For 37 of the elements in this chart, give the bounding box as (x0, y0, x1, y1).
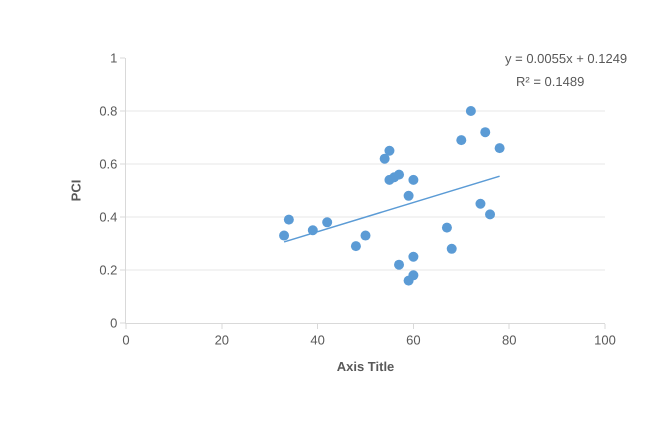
y-tick-label: 0.8 (99, 104, 118, 119)
y-tick-label: 0 (110, 316, 118, 331)
point (394, 260, 404, 270)
point (456, 135, 466, 146)
point (408, 174, 418, 185)
x-tick-label: 100 (594, 332, 616, 348)
x-tick-label: 60 (406, 332, 421, 348)
point (485, 209, 496, 220)
point (494, 143, 505, 154)
point (284, 214, 294, 225)
point (350, 241, 361, 252)
x-axis-title: Axis Title (336, 359, 394, 374)
point (408, 252, 418, 262)
point (466, 106, 476, 116)
point (404, 190, 414, 201)
point (322, 217, 332, 228)
y-tick-label: 0.2 (99, 262, 118, 278)
point (380, 154, 390, 164)
point (384, 146, 394, 156)
annotation: R² = 0.1489 (516, 74, 584, 89)
point (408, 270, 418, 280)
point (480, 127, 490, 138)
y-tick-label: 0.4 (99, 210, 118, 225)
point (446, 244, 457, 254)
point (475, 198, 486, 209)
y-tick-label: 1 (110, 50, 118, 66)
x-tick-label: 20 (214, 332, 230, 348)
x-tick-label: 40 (310, 332, 325, 348)
point (442, 222, 452, 233)
y-tick-label: 0.6 (99, 156, 118, 172)
annotation: y = 0.0055x + 0.1249 (505, 51, 628, 66)
point (279, 230, 290, 241)
x-tick-label: 80 (502, 332, 516, 348)
x-tick-label: 0 (122, 332, 130, 348)
y-axis-title: PCI (68, 180, 84, 202)
point (360, 230, 370, 241)
point (394, 170, 404, 180)
